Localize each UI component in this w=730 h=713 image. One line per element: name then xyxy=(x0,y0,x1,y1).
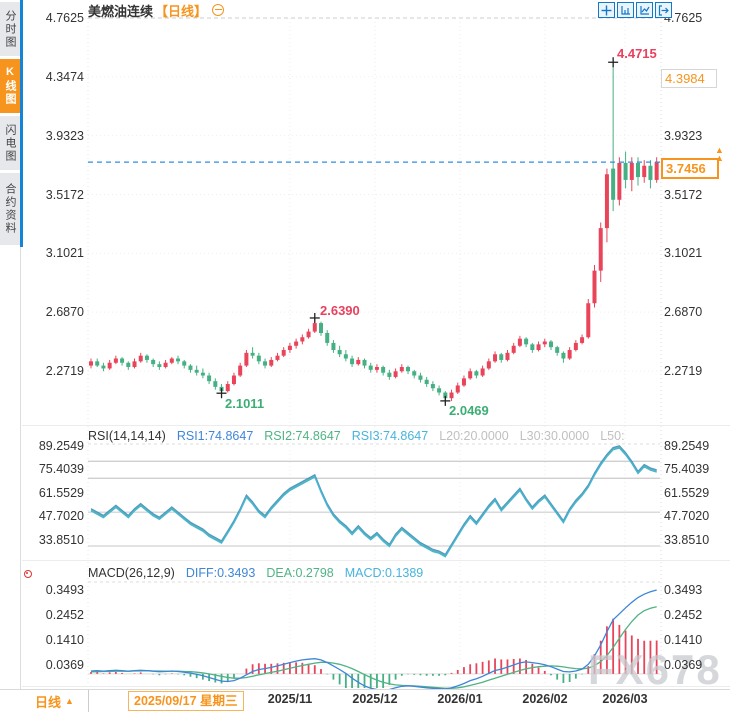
rsi3-value: RSI3:74.8647 xyxy=(351,429,429,443)
price-tick-label: 4.3474 xyxy=(45,69,84,84)
x-axis-month-label: 2025/12 xyxy=(352,692,398,706)
macd-value: MACD:0.1389 xyxy=(344,566,424,580)
cursor-date-label: 2025/09/17 星期三 xyxy=(128,691,244,711)
sidebar-tab-label: K线图 xyxy=(4,66,16,106)
price-tick-label: 2.2719 xyxy=(45,364,84,378)
swing-low2-label: 2.0469 xyxy=(449,403,489,418)
macd-tick-label: 0.2452 xyxy=(664,607,703,622)
price-tick-label: 4.7625 xyxy=(45,11,84,25)
rsi-l50-value: L50: xyxy=(600,429,625,443)
chart-header: 美燃油连续 【日线】 xyxy=(88,2,225,19)
swing-low1-label: 2.1011 xyxy=(225,396,265,411)
x-axis-month-label: 2026/03 xyxy=(602,692,648,706)
panel-separator xyxy=(22,686,730,687)
sidebar-tab-timeline[interactable]: 分时图 xyxy=(0,2,20,56)
macd-header: MACD(26,12,9) DIFF:0.3493 DEA:0.2798 MAC… xyxy=(88,566,423,580)
scroll-up-arrows-icon[interactable]: ▲ ▲ xyxy=(715,145,724,163)
price-tick-label: 3.9323 xyxy=(45,128,84,143)
price-tick-label: 3.5172 xyxy=(45,187,84,202)
exit-panel-icon[interactable] xyxy=(655,2,672,18)
rsi-panel xyxy=(88,445,660,558)
period-selector[interactable]: 日线 ▲ xyxy=(21,690,89,712)
rsi-tick-label: 75.4039 xyxy=(664,462,710,476)
annotation-markers xyxy=(216,57,619,406)
rsi2-value: RSI2:74.8647 xyxy=(264,429,341,443)
x-axis-month-label: 2026/01 xyxy=(437,692,483,706)
price-tick-label: 3.1021 xyxy=(664,246,703,261)
rsi1-value: RSI1:74.8647 xyxy=(176,429,254,443)
rsi-tick-label: 47.7020 xyxy=(664,508,710,523)
rsi-l30-value: L30:30.0000 xyxy=(519,429,590,443)
watermark: FX678 xyxy=(588,646,722,693)
sidebar-tab-label: 合约资料 xyxy=(4,183,16,235)
rsi-line-RSI3 xyxy=(90,447,657,558)
rsi-tick-label: 33.8510 xyxy=(38,532,84,547)
price-tick-label: 4.7625 xyxy=(664,11,703,25)
candlestick-series xyxy=(89,59,659,403)
sidebar: 分时图 K线图 闪电图 合约资料 xyxy=(0,0,21,712)
macd-diff-value: DIFF:0.3493 xyxy=(185,566,256,580)
price-tick-label: 3.1021 xyxy=(45,246,84,261)
rsi-tick-label: 33.8510 xyxy=(664,532,710,547)
rsi-header: RSI(14,14,14) RSI1:74.8647 RSI2:74.8647 … xyxy=(88,429,625,443)
axis-trend-icon[interactable] xyxy=(636,2,653,18)
macd-tick-label: 0.3493 xyxy=(664,583,703,597)
axis-bars-icon[interactable] xyxy=(617,2,634,18)
bottom-bar: 日线 ▲ 2025/09/17 星期三 2025/11 2025/12 2026/0… xyxy=(0,689,730,713)
chart-toolbar xyxy=(598,2,672,18)
period-arrow-icon: ▲ xyxy=(65,696,74,706)
sidebar-tab-kline[interactable]: K线图 xyxy=(0,59,20,113)
rsi-tick-label: 47.7020 xyxy=(38,508,84,523)
sidebar-tab-lightning[interactable]: 闪电图 xyxy=(0,116,20,170)
period-tag[interactable]: 【日线】 xyxy=(155,3,208,19)
sidebar-active-strip xyxy=(20,0,23,247)
period-label: 日线 xyxy=(35,694,62,710)
price-tick-label: 3.5172 xyxy=(664,187,703,202)
swing-high-label: 2.6390 xyxy=(320,303,360,318)
rsi-tick-label: 61.5529 xyxy=(38,485,84,500)
price-tick-label: 2.6870 xyxy=(45,305,84,320)
price-tick-label: 3.9323 xyxy=(664,128,703,143)
macd-dea-line xyxy=(90,606,657,689)
upper-level-price-box: 4.3984 xyxy=(661,69,717,88)
macd-tick-label: 0.1410 xyxy=(45,633,84,647)
rsi-tick-label: 89.2549 xyxy=(38,438,84,453)
sidebar-tab-contract-info[interactable]: 合约资料 xyxy=(0,173,20,245)
macd-tick-label: 0.3493 xyxy=(45,583,84,597)
crosshair-move-icon[interactable] xyxy=(598,2,615,18)
indicator-settings-icon[interactable] xyxy=(21,567,32,578)
price-tick-label: 2.2719 xyxy=(664,364,703,378)
grid-lines xyxy=(87,17,662,684)
x-axis-month-label: 2026/02 xyxy=(522,692,568,706)
rsi-tick-label: 61.5529 xyxy=(664,485,710,500)
last-price-box: 3.7456 xyxy=(661,158,719,179)
rsi-line-RSI2 xyxy=(90,446,657,557)
x-axis-month-label: 2025/11 xyxy=(267,692,313,706)
period-options-icon[interactable] xyxy=(212,4,225,16)
sidebar-tab-label: 闪电图 xyxy=(4,123,16,163)
price-tick-label: 2.6870 xyxy=(664,305,703,320)
panel-separator xyxy=(22,425,730,426)
rsi-l20-value: L20:20.0000 xyxy=(439,429,509,443)
macd-panel xyxy=(88,589,660,691)
macd-diff-line xyxy=(90,589,657,691)
panel-separator xyxy=(22,560,730,561)
sidebar-tab-label: 分时图 xyxy=(4,9,16,49)
macd-tick-label: 0.1410 xyxy=(664,633,703,647)
rsi-tick-label: 75.4039 xyxy=(38,462,84,476)
rsi-tick-label: 89.2549 xyxy=(664,438,710,453)
macd-name: MACD(26,12,9) xyxy=(88,566,175,580)
instrument-title: 美燃油连续 xyxy=(88,3,154,19)
session-high-label: 4.4715 xyxy=(617,46,657,61)
macd-tick-label: 0.2452 xyxy=(45,607,84,622)
macd-tick-label: 0.0369 xyxy=(664,658,703,672)
rsi-name: RSI(14,14,14) xyxy=(88,429,166,443)
macd-tick-label: 0.0369 xyxy=(45,658,84,672)
macd-dea-value: DEA:0.2798 xyxy=(266,566,334,580)
rsi-line-RSI1 xyxy=(90,445,657,556)
